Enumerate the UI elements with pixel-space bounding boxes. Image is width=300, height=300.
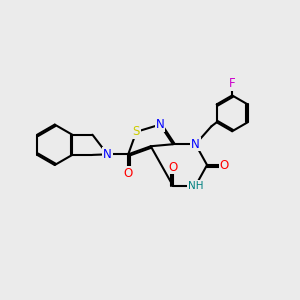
Text: O: O [168, 160, 178, 173]
Text: S: S [133, 125, 140, 138]
Text: N: N [191, 138, 200, 151]
Text: O: O [124, 167, 133, 180]
Text: N: N [156, 118, 164, 131]
Text: N: N [103, 148, 112, 161]
Text: O: O [220, 158, 229, 172]
Text: NH: NH [188, 181, 203, 191]
Text: F: F [229, 77, 236, 90]
